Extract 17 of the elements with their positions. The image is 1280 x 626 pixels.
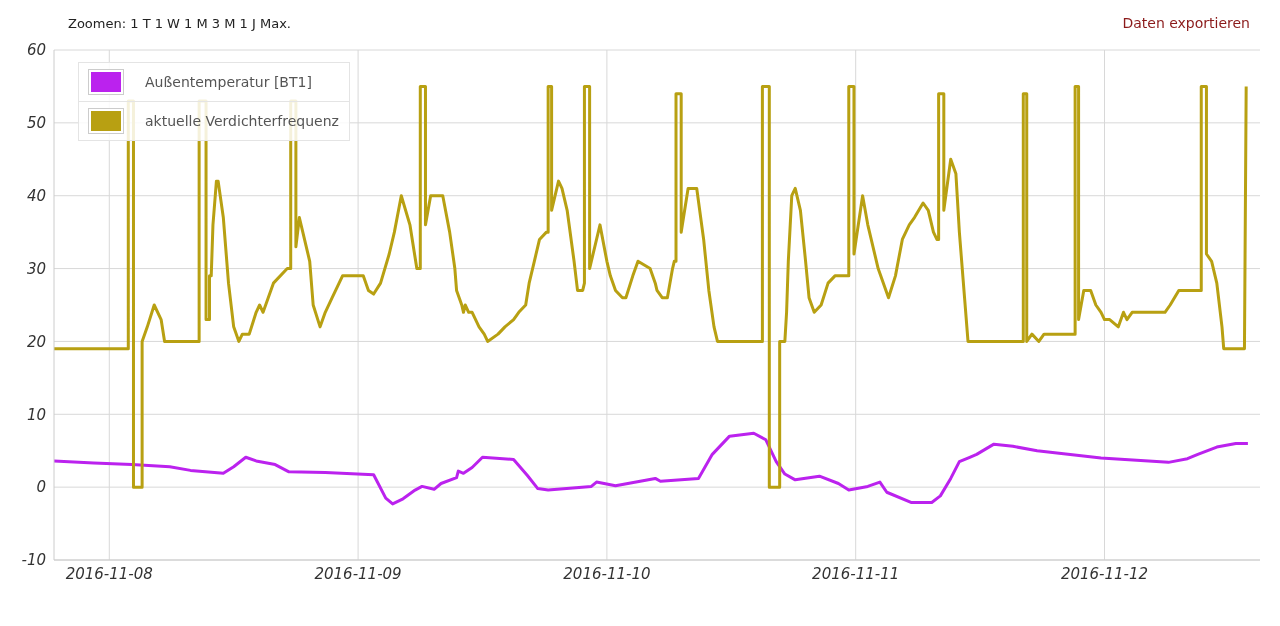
text: Daten exportieren (1122, 15, 1250, 31)
legend-label: aktuelle Verdichterfrequenz (145, 113, 339, 129)
legend-label: Außentemperatur [BT1] (145, 74, 312, 90)
y-tick-label: 10 (26, 405, 46, 424)
x-tick-label: 2016-11-09 (314, 564, 402, 583)
x-tick-label: 2016-11-11 (812, 564, 900, 583)
x-tick-label: 2016-11-12 (1060, 564, 1149, 583)
x-tick-label: 2016-11-10 (563, 564, 651, 583)
x-tick-label: 2016-11-08 (65, 564, 153, 583)
y-tick-label: 50 (26, 114, 46, 133)
y-tick-label: 40 (26, 187, 46, 206)
y-tick-label: 30 (26, 259, 46, 278)
y-tick-label: 60 (26, 41, 46, 60)
y-tick-label: -10 (21, 551, 46, 570)
y-tick-label: 0 (36, 478, 46, 497)
text: Zoomen: 1 T 1 W 1 M 3 M 1 J Max. (68, 15, 291, 31)
y-tick-label: 20 (26, 332, 46, 351)
